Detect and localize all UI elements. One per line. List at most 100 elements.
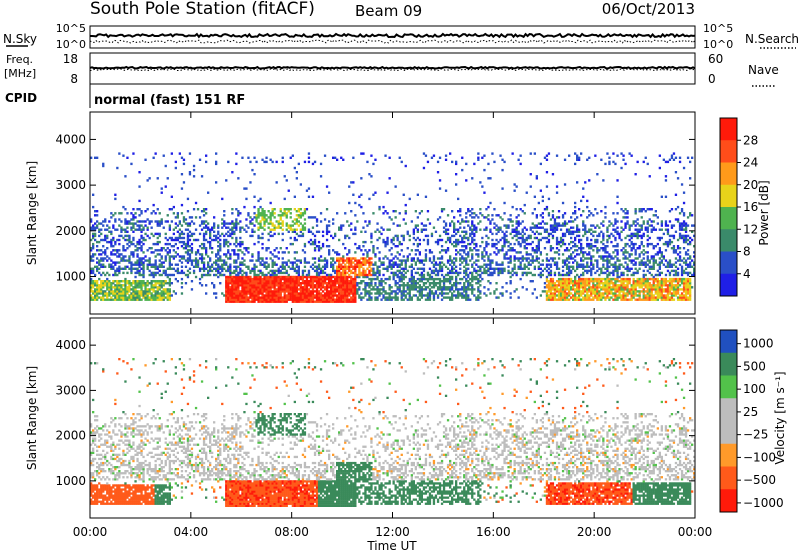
power-cell <box>144 284 147 287</box>
power-cell <box>120 220 123 223</box>
power-cell <box>557 242 561 246</box>
power-cell <box>549 226 553 229</box>
power-cell <box>346 284 349 287</box>
power-cell <box>213 267 216 270</box>
power-cell <box>457 197 460 201</box>
power-cell <box>438 238 442 242</box>
power-cell <box>382 267 385 270</box>
power-cell <box>366 284 369 287</box>
power-cell <box>394 263 397 266</box>
power-cell <box>509 214 512 217</box>
power-cell <box>483 269 486 273</box>
power-cell <box>404 284 407 287</box>
power-cell <box>122 290 125 293</box>
power-cell <box>323 292 327 295</box>
power-cell <box>156 236 159 240</box>
power-cell <box>457 282 460 285</box>
power-cell <box>239 277 242 281</box>
power-cell <box>547 152 551 155</box>
power-cell <box>378 236 381 240</box>
power-cell <box>467 238 470 242</box>
power-cell <box>233 275 236 279</box>
power-cell <box>309 265 313 268</box>
power-cell <box>527 261 530 264</box>
power-cell <box>205 292 208 295</box>
power-cell <box>592 277 595 281</box>
power-cell <box>384 292 387 295</box>
power-cell <box>293 251 296 254</box>
power-cell <box>491 261 494 264</box>
power-cell <box>251 277 254 281</box>
power-cell <box>396 265 399 268</box>
power-cell <box>368 286 371 289</box>
power-cell <box>491 271 494 275</box>
power-cell <box>184 245 188 248</box>
power-cell <box>186 228 190 231</box>
power-cell <box>160 294 163 297</box>
power-cell <box>271 300 274 303</box>
power-cell <box>186 245 190 248</box>
power-cell <box>253 292 256 295</box>
power-cell <box>473 232 476 236</box>
power-cell <box>549 288 553 291</box>
power-cell <box>592 265 595 268</box>
power-cell <box>572 257 575 260</box>
power-cell <box>184 273 188 277</box>
power-cell <box>295 298 298 301</box>
power-cell <box>257 294 260 297</box>
power-cell <box>116 298 119 301</box>
power-cell <box>582 292 585 295</box>
power-cell <box>457 290 460 293</box>
power-cell <box>380 292 383 295</box>
power-cell <box>446 273 450 277</box>
power-cell <box>428 277 432 281</box>
power-cell <box>394 296 397 299</box>
power-cell <box>384 154 387 157</box>
power-cell <box>128 240 131 244</box>
power-cell <box>235 220 238 223</box>
power-cell <box>549 249 553 252</box>
power-cell <box>434 290 438 293</box>
power-cell <box>287 226 290 229</box>
power-cell <box>142 273 145 277</box>
power-cell <box>465 280 468 283</box>
power-cell <box>598 273 601 277</box>
power-cell <box>374 158 377 161</box>
power-cell <box>273 224 276 227</box>
power-cell <box>328 191 331 194</box>
power-cell <box>140 224 143 227</box>
power-cell <box>473 216 476 219</box>
power-cell <box>227 265 230 268</box>
power-cell <box>170 245 173 248</box>
power-cell <box>301 271 305 275</box>
power-cell <box>198 277 202 281</box>
power-cell <box>142 267 145 270</box>
power-cell <box>586 230 589 233</box>
power-cell <box>590 212 593 215</box>
power-cell <box>217 271 220 275</box>
power-cell <box>471 230 474 233</box>
power-cell <box>257 257 260 260</box>
power-cell <box>275 292 278 295</box>
power-cell <box>453 282 456 285</box>
power-cell <box>184 222 188 225</box>
power-cell <box>432 257 436 260</box>
power-cell <box>311 296 315 299</box>
power-cell <box>340 267 343 270</box>
power-cell <box>152 290 155 293</box>
power-cell <box>354 294 357 297</box>
power-cell <box>574 269 577 273</box>
power-cell <box>342 284 345 287</box>
power-cell <box>301 292 305 295</box>
power-cell <box>344 290 347 293</box>
power-cell <box>116 228 119 231</box>
power-cell <box>511 228 514 231</box>
power-cell <box>446 236 450 240</box>
power-cell <box>233 277 236 281</box>
power-cell <box>376 222 379 225</box>
power-cell <box>479 292 482 295</box>
power-cell <box>229 269 232 273</box>
power-cell <box>580 245 583 248</box>
power-cell <box>253 280 256 283</box>
power-cell <box>231 171 234 174</box>
